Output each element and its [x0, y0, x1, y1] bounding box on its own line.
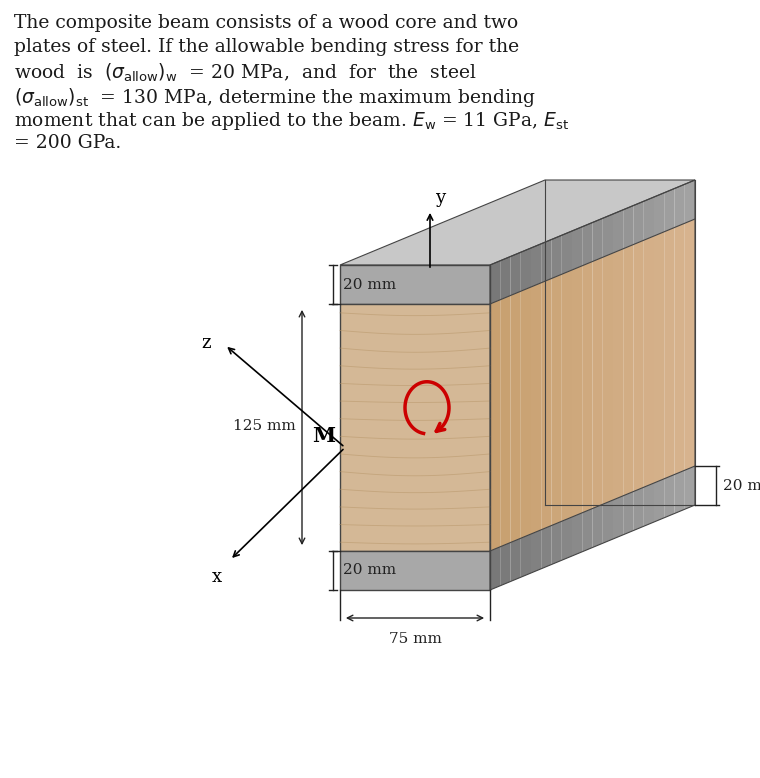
Polygon shape [685, 466, 695, 510]
Polygon shape [685, 180, 695, 223]
Polygon shape [500, 542, 511, 586]
Polygon shape [562, 270, 572, 521]
Text: plates of steel. If the allowable bending stress for the: plates of steel. If the allowable bendin… [14, 38, 519, 56]
Text: 125 mm: 125 mm [233, 419, 296, 433]
Polygon shape [634, 202, 644, 244]
Polygon shape [562, 231, 572, 275]
Polygon shape [675, 470, 685, 513]
Polygon shape [603, 500, 613, 543]
Polygon shape [634, 487, 644, 531]
Polygon shape [664, 475, 675, 517]
Polygon shape [521, 287, 531, 538]
Polygon shape [582, 261, 593, 513]
Polygon shape [654, 232, 664, 483]
Polygon shape [675, 184, 685, 227]
Polygon shape [613, 496, 623, 539]
Polygon shape [613, 249, 623, 500]
Text: moment that can be applied to the beam. $E_{\rm w}$ = 11 GPa, $E_{\rm st}$: moment that can be applied to the beam. … [14, 110, 569, 132]
Polygon shape [623, 492, 634, 534]
Polygon shape [490, 547, 500, 590]
Polygon shape [623, 205, 634, 249]
Polygon shape [593, 504, 603, 548]
Polygon shape [572, 266, 582, 517]
Polygon shape [613, 210, 623, 253]
Polygon shape [541, 240, 552, 282]
Polygon shape [511, 252, 521, 296]
Polygon shape [531, 282, 541, 534]
Text: x: x [212, 568, 222, 586]
Polygon shape [582, 509, 593, 552]
Polygon shape [634, 240, 644, 492]
Polygon shape [340, 304, 490, 551]
Polygon shape [490, 261, 500, 304]
Polygon shape [531, 530, 541, 573]
Polygon shape [340, 265, 490, 304]
Polygon shape [582, 223, 593, 266]
Polygon shape [552, 235, 562, 279]
Text: The composite beam consists of a wood core and two: The composite beam consists of a wood co… [14, 14, 518, 32]
Polygon shape [644, 483, 654, 526]
Polygon shape [340, 180, 695, 265]
Text: M: M [312, 426, 335, 446]
Polygon shape [572, 226, 582, 270]
Polygon shape [593, 258, 603, 509]
Polygon shape [500, 257, 511, 300]
Text: wood  is  $(\sigma_{\rm allow})_{\rm w}$  = 20 MPa,  and  for  the  steel: wood is $(\sigma_{\rm allow})_{\rm w}$ =… [14, 62, 477, 84]
Polygon shape [541, 279, 552, 530]
Polygon shape [552, 521, 562, 565]
Text: = 200 GPa.: = 200 GPa. [14, 134, 122, 152]
Polygon shape [340, 551, 490, 590]
Polygon shape [654, 193, 664, 236]
Polygon shape [490, 300, 500, 551]
Text: $(\sigma_{\rm allow})_{\rm st}$  = 130 MPa, determine the maximum bending: $(\sigma_{\rm allow})_{\rm st}$ = 130 MP… [14, 86, 536, 109]
Polygon shape [644, 236, 654, 487]
Polygon shape [531, 244, 541, 287]
Polygon shape [603, 214, 613, 258]
Polygon shape [664, 227, 675, 478]
Polygon shape [644, 197, 654, 240]
Polygon shape [521, 534, 531, 577]
Text: 20 mm: 20 mm [723, 478, 760, 492]
Polygon shape [654, 478, 664, 522]
Polygon shape [500, 296, 511, 547]
Text: 20 mm: 20 mm [343, 278, 396, 292]
Polygon shape [623, 244, 634, 496]
Polygon shape [664, 188, 675, 232]
Polygon shape [511, 291, 521, 542]
Text: 75 mm: 75 mm [388, 632, 442, 646]
Polygon shape [593, 219, 603, 261]
Polygon shape [562, 517, 572, 560]
Polygon shape [603, 253, 613, 504]
Polygon shape [675, 223, 685, 475]
Polygon shape [685, 219, 695, 470]
Polygon shape [552, 275, 562, 525]
Polygon shape [511, 538, 521, 581]
Text: z: z [201, 334, 211, 352]
Text: y: y [435, 189, 445, 207]
Polygon shape [572, 513, 582, 556]
Polygon shape [541, 525, 552, 569]
Text: 20 mm: 20 mm [343, 563, 396, 577]
Polygon shape [521, 248, 531, 291]
